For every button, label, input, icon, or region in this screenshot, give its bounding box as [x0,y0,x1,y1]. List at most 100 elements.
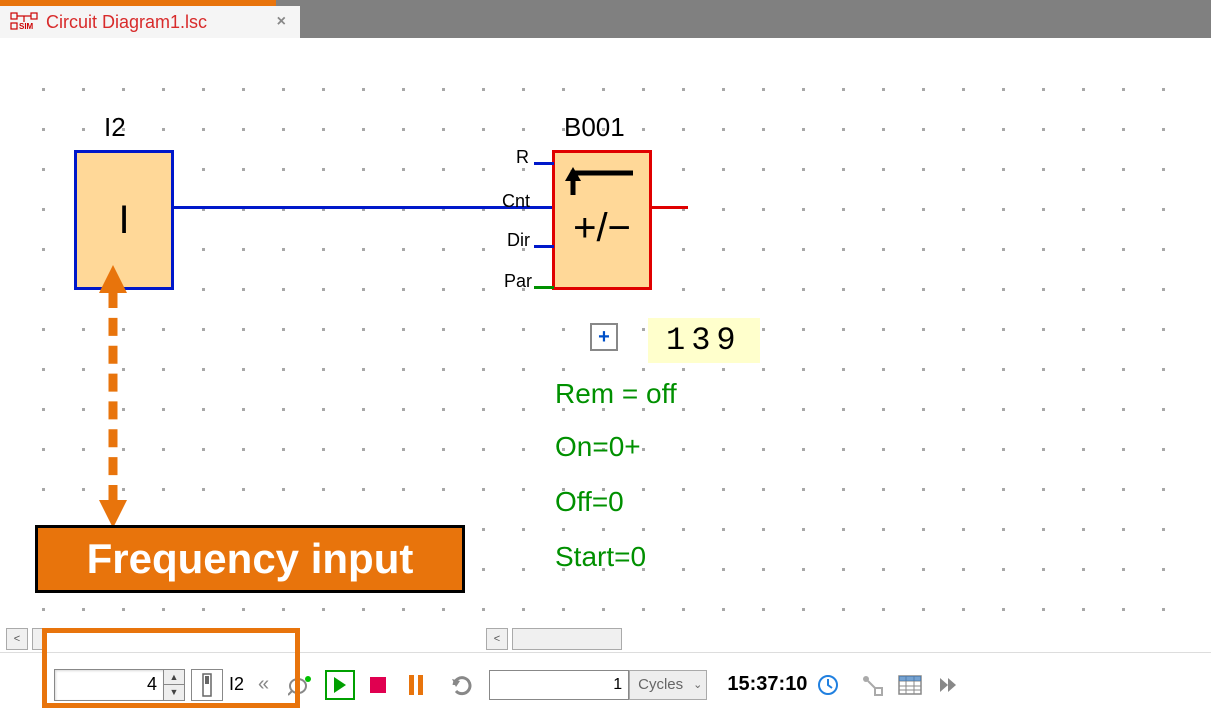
grid-dot [682,528,685,531]
grid-dot [922,488,925,491]
io-toggle-button[interactable] [191,669,223,701]
grid-dot [482,368,485,371]
grid-dot [722,208,725,211]
wire-i2-to-cnt [174,206,552,209]
grid-dot [842,208,845,211]
grid-dot [322,168,325,171]
expand-params-button[interactable]: + [590,323,618,351]
grid-dot [682,448,685,451]
power-button[interactable] [287,670,317,700]
network-button[interactable] [857,670,887,700]
goto-end-button[interactable] [933,670,963,700]
pin-dir-label: Dir [507,230,530,251]
grid-dot [202,448,205,451]
grid-dot [722,448,725,451]
grid-dot [1122,168,1125,171]
cycles-input[interactable] [489,670,629,700]
tab-circuit-diagram[interactable]: SIM Circuit Diagram1.lsc × [0,6,300,38]
block-b001-label: B001 [564,112,625,143]
grid-dot [682,288,685,291]
grid-dot [482,168,485,171]
grid-dot [1162,88,1165,91]
grid-dot [882,248,885,251]
grid-dot [242,608,245,611]
grid-dot [842,608,845,611]
grid-dot [842,88,845,91]
step-button[interactable] [447,670,477,700]
grid-dot [962,528,965,531]
block-b001-symbol: +/− [555,153,649,287]
simulation-toolbar: ▲ ▼ I2 « [0,652,1211,716]
grid-dot [1082,608,1085,611]
frequency-down-button[interactable]: ▼ [164,684,184,699]
grid-dot [802,168,805,171]
grid-dot [242,328,245,331]
grid-dot [1002,328,1005,331]
grid-dot [522,488,525,491]
grid-dot [482,288,485,291]
pin-r-label: R [516,147,529,168]
grid-dot [1162,208,1165,211]
tab-close-icon[interactable]: × [277,13,286,31]
hscroll-left-button[interactable]: < [486,628,508,650]
hscroll-track[interactable] [512,628,622,650]
pause-button[interactable] [401,670,431,700]
grid-dot [402,248,405,251]
grid-dot [202,488,205,491]
grid-dot [802,528,805,531]
grid-dot [482,248,485,251]
grid-dot [162,128,165,131]
grid-dot [282,168,285,171]
scroll-tab-track[interactable] [32,628,44,650]
grid-dot [402,288,405,291]
grid-dot [362,168,365,171]
clock-button[interactable] [813,670,843,700]
grid-dot [322,328,325,331]
grid-dot [802,328,805,331]
cycles-unit-label: Cycles [638,676,683,693]
grid-dot [322,408,325,411]
grid-dot [682,168,685,171]
grid-dot [442,488,445,491]
grid-dot [282,328,285,331]
block-i2-label: I2 [104,112,126,143]
grid-dot [162,448,165,451]
frequency-input[interactable] [54,669,164,701]
table-button[interactable] [895,670,925,700]
grid-dot [1162,528,1165,531]
grid-dot [482,568,485,571]
grid-dot [642,128,645,131]
grid-dot [562,608,565,611]
grid-dot [562,368,565,371]
grid-dot [1002,288,1005,291]
grid-dot [362,448,365,451]
grid-dot [162,408,165,411]
stop-button[interactable] [363,670,393,700]
scroll-left-button[interactable]: < [6,628,28,650]
block-b001[interactable]: +/− [552,150,652,290]
grid-dot [362,368,365,371]
grid-dot [882,408,885,411]
pin-par-stub [534,286,554,289]
grid-dot [1122,88,1125,91]
grid-dot [1082,328,1085,331]
grid-dot [762,128,765,131]
grid-dot [42,88,45,91]
grid-dot [162,88,165,91]
cycles-unit-select[interactable]: Cycles ⌄ [629,670,707,700]
grid-dot [442,368,445,371]
grid-dot [722,128,725,131]
grid-dot [242,368,245,371]
grid-dot [682,488,685,491]
annotation-arrow [103,265,123,528]
grid-dot [1002,168,1005,171]
grid-dot [1042,528,1045,531]
grid-dot [1082,168,1085,171]
grid-dot [82,608,85,611]
frequency-up-button[interactable]: ▲ [164,670,184,685]
grid-dot [482,488,485,491]
grid-dot [282,488,285,491]
play-button[interactable] [325,670,355,700]
grid-dot [922,288,925,291]
grid-dot [1162,328,1165,331]
